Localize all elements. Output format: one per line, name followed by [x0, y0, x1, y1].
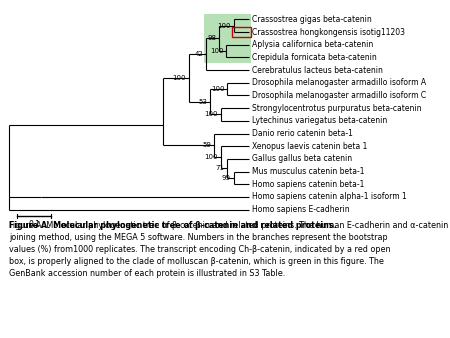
- Text: Lytechinus variegatus beta-catenin: Lytechinus variegatus beta-catenin: [252, 116, 387, 125]
- Text: Aplysia californica beta-catenin: Aplysia californica beta-catenin: [252, 40, 373, 49]
- Text: Figure A. Molecular phylogenetic tree of β-catenin and related proteins.: Figure A. Molecular phylogenetic tree of…: [9, 221, 337, 230]
- Text: Strongylocentrotus purpuratus beta-catenin: Strongylocentrotus purpuratus beta-caten…: [252, 104, 422, 113]
- Text: 71: 71: [216, 165, 225, 171]
- Bar: [232, 27, 251, 38]
- Text: 0.1: 0.1: [28, 220, 40, 230]
- Text: 53: 53: [198, 99, 207, 105]
- Text: Mus musculus catenin beta-1: Mus musculus catenin beta-1: [252, 167, 364, 176]
- Text: 98: 98: [208, 35, 217, 42]
- Text: Crepidula fornicata beta-catenin: Crepidula fornicata beta-catenin: [252, 53, 377, 62]
- Text: Figure A. Molecular phylogenetic tree of β-catenin and related proteins. The hum: Figure A. Molecular phylogenetic tree of…: [9, 221, 450, 279]
- Text: 100: 100: [210, 48, 224, 54]
- Text: 100: 100: [217, 23, 231, 29]
- Text: 42: 42: [194, 51, 203, 57]
- Text: 59: 59: [203, 142, 212, 148]
- Text: Danio rerio catenin beta-1: Danio rerio catenin beta-1: [252, 129, 353, 138]
- Text: Drosophila melanogaster armadillo isoform A: Drosophila melanogaster armadillo isofor…: [252, 78, 426, 87]
- Text: Drosophila melanogaster armadillo isoform C: Drosophila melanogaster armadillo isofor…: [252, 91, 426, 100]
- Text: Gallus gallus beta catenin: Gallus gallus beta catenin: [252, 154, 352, 163]
- Bar: [204, 14, 251, 63]
- Text: Homo sapiens catenin beta-1: Homo sapiens catenin beta-1: [252, 180, 364, 189]
- Text: 100: 100: [172, 75, 186, 81]
- Text: 100: 100: [205, 154, 218, 160]
- Text: 100: 100: [205, 112, 218, 118]
- Text: Xenopus laevis catenin beta 1: Xenopus laevis catenin beta 1: [252, 142, 367, 151]
- Text: Homo sapiens E-cadherin: Homo sapiens E-cadherin: [252, 205, 350, 214]
- Text: Homo sapiens catenin alpha-1 isoform 1: Homo sapiens catenin alpha-1 isoform 1: [252, 192, 407, 201]
- Text: Crassostrea hongkongensis isotig11203: Crassostrea hongkongensis isotig11203: [252, 28, 405, 37]
- Text: 99: 99: [222, 175, 231, 181]
- Text: Crassostrea gigas beta-catenin: Crassostrea gigas beta-catenin: [252, 15, 372, 24]
- Text: 100: 100: [211, 86, 225, 92]
- Text: Cerebratulus lacteus beta-catenin: Cerebratulus lacteus beta-catenin: [252, 66, 383, 75]
